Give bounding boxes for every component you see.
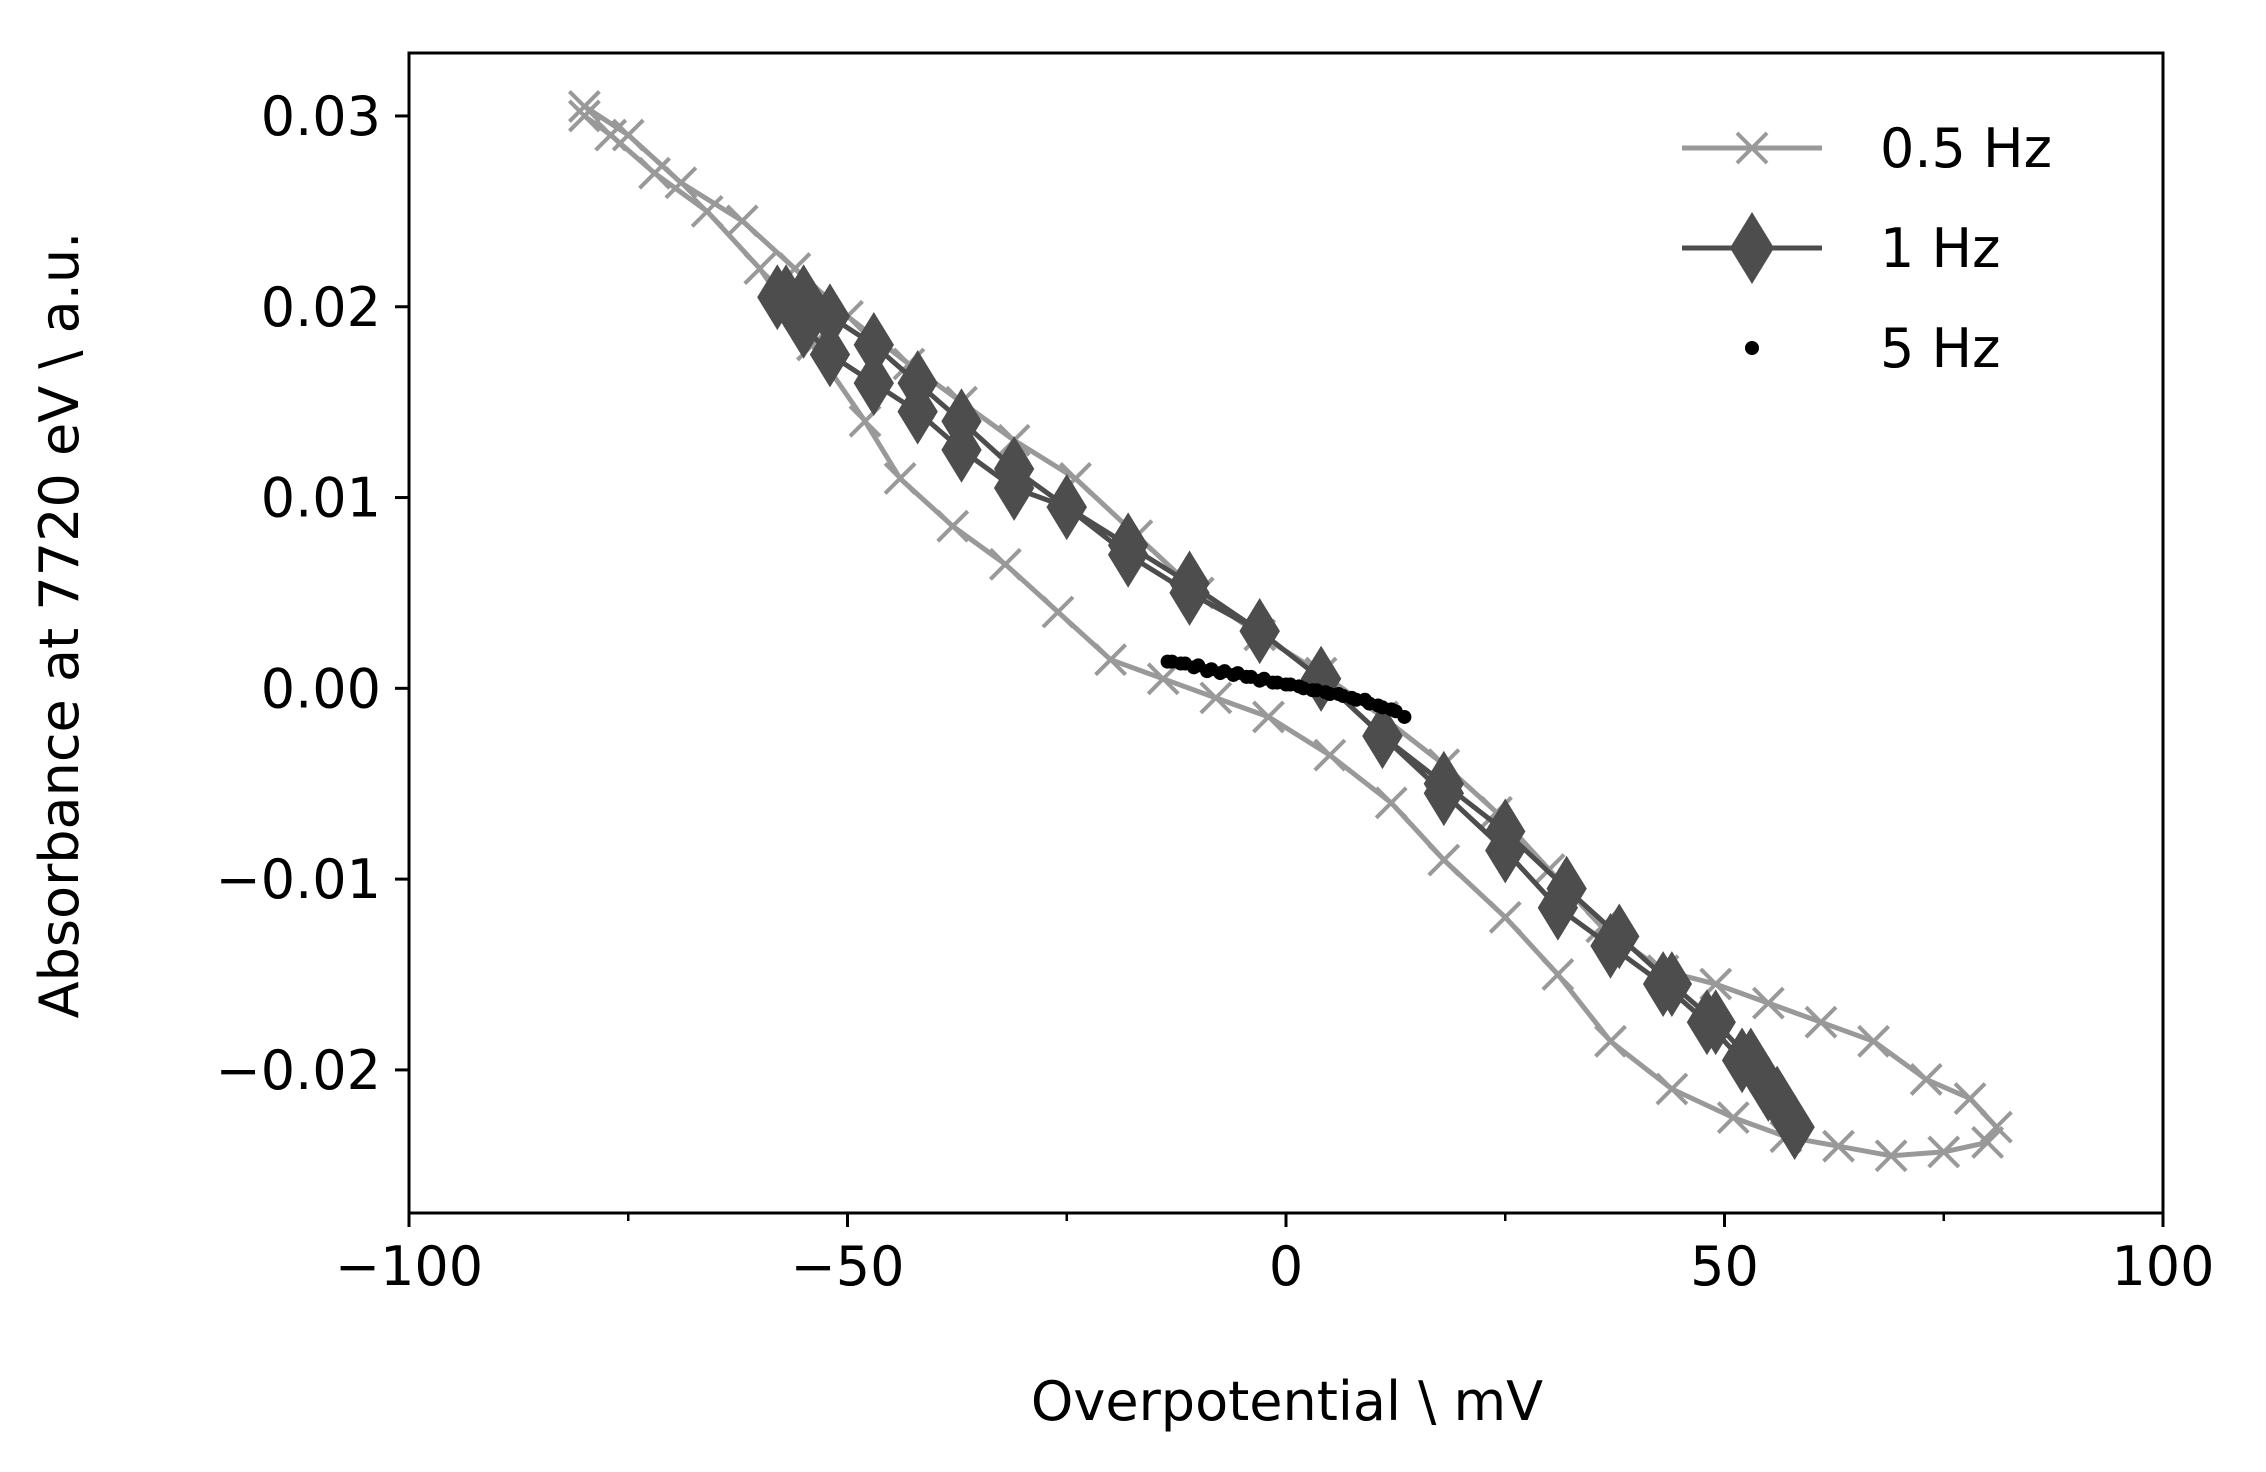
data-point xyxy=(1362,696,1377,711)
data-point xyxy=(690,194,724,228)
data-point xyxy=(1730,1027,1771,1094)
data-point xyxy=(1296,681,1311,696)
y-tick-label: 0.02 xyxy=(261,276,381,339)
x-tick-label: 50 xyxy=(1690,1235,1759,1298)
data-point xyxy=(1541,958,1575,991)
data-point xyxy=(1874,1139,1908,1173)
legend-label: 1 Hz xyxy=(1880,217,2000,280)
data-point xyxy=(1243,669,1258,684)
axes-layer: −100 −50 0 50 100 0.03 0.02 0.01 0.00 −0.01 −0.02 xyxy=(216,51,2215,1298)
data-point xyxy=(1041,595,1075,629)
data-point xyxy=(883,462,917,495)
data-point xyxy=(725,204,759,238)
data-point xyxy=(1716,1101,1750,1135)
data-point xyxy=(1374,786,1408,820)
data-point xyxy=(1375,700,1390,715)
data-point xyxy=(1178,656,1193,671)
data-point xyxy=(1804,1005,1838,1039)
data-point xyxy=(1979,1110,2013,1144)
data-point xyxy=(1423,750,1465,817)
y-tick-label: 0.01 xyxy=(261,467,381,530)
data-point xyxy=(1599,903,1640,970)
data-point xyxy=(1388,704,1403,719)
legend-marker xyxy=(1735,131,1769,165)
data-point xyxy=(664,166,698,200)
data-point xyxy=(1107,512,1149,579)
legend-marker xyxy=(1729,211,1775,285)
data-point xyxy=(1309,683,1324,698)
data-point xyxy=(638,156,671,190)
data-point xyxy=(993,436,1035,502)
data-point xyxy=(1594,1024,1627,1058)
data-point xyxy=(809,321,851,388)
data-point xyxy=(1695,989,1736,1056)
data-point xyxy=(1252,700,1285,734)
data-point xyxy=(765,264,807,331)
data-point xyxy=(567,99,601,133)
legend-label: 5 Hz xyxy=(1880,317,2000,380)
data-point xyxy=(988,547,1022,581)
legend-marker xyxy=(1745,341,1759,355)
data-point xyxy=(1362,703,1403,769)
data-point xyxy=(1204,662,1219,677)
data-point xyxy=(936,509,970,543)
data-point xyxy=(1953,1082,1987,1115)
data-point xyxy=(1488,900,1522,934)
data-point xyxy=(941,388,982,455)
data-point xyxy=(1655,1072,1689,1106)
data-point xyxy=(1336,688,1351,703)
legend-entry: 0.5 Hz xyxy=(1682,117,2052,180)
data-point xyxy=(1283,677,1298,692)
y-tick-label: 0.00 xyxy=(261,657,381,720)
x-tick-label: 100 xyxy=(2111,1235,2214,1298)
data-point xyxy=(1046,474,1087,540)
data-point xyxy=(1313,738,1347,772)
data-point xyxy=(1199,681,1233,715)
data-point xyxy=(1751,986,1785,1020)
data-point xyxy=(1230,666,1245,681)
data-point xyxy=(1146,662,1180,696)
data-point xyxy=(1427,843,1461,877)
y-tick-label: 0.03 xyxy=(261,85,381,148)
legend-entry: 1 Hz xyxy=(1682,211,2000,285)
data-point xyxy=(1191,658,1206,673)
data-point xyxy=(853,350,894,416)
data-point xyxy=(1094,643,1128,677)
x-tick-label: 0 xyxy=(1269,1235,1303,1298)
data-point xyxy=(1651,951,1693,1017)
data-point xyxy=(1349,692,1364,707)
x-axis-label: Overpotential \ mV xyxy=(1031,1370,1543,1433)
data-point xyxy=(567,90,601,123)
series-layer xyxy=(567,90,2013,1173)
data-point xyxy=(1971,1125,2005,1159)
y-axis-label: Absorbance at 7720 eV \ a.u. xyxy=(28,232,91,1019)
data-point xyxy=(1164,654,1179,669)
data-point xyxy=(1217,664,1232,679)
legend-entry: 5 Hz xyxy=(1745,317,2000,380)
data-point xyxy=(1485,798,1526,865)
x-tick-label: −100 xyxy=(335,1235,483,1298)
data-point xyxy=(853,311,894,378)
data-point xyxy=(897,350,938,416)
data-point xyxy=(1546,855,1587,922)
data-point xyxy=(1257,671,1272,686)
data-point xyxy=(611,118,645,152)
data-point xyxy=(1822,1129,1855,1163)
y-tick-label: −0.01 xyxy=(216,848,381,911)
data-point xyxy=(1756,1065,1798,1132)
data-point xyxy=(1857,1024,1891,1058)
x-tick-label: −50 xyxy=(791,1235,905,1298)
data-point xyxy=(1909,1063,1943,1096)
data-point xyxy=(1927,1135,1961,1169)
data-point xyxy=(1239,598,1280,665)
data-point xyxy=(1169,550,1210,617)
series-2 xyxy=(1160,654,1412,724)
data-point xyxy=(1270,675,1285,690)
legend-label: 0.5 Hz xyxy=(1880,117,2052,180)
y-tick-label: −0.02 xyxy=(216,1039,381,1102)
legend: 0.5 Hz 1 Hz 5 Hz xyxy=(1682,117,2052,380)
data-point xyxy=(1322,687,1337,702)
